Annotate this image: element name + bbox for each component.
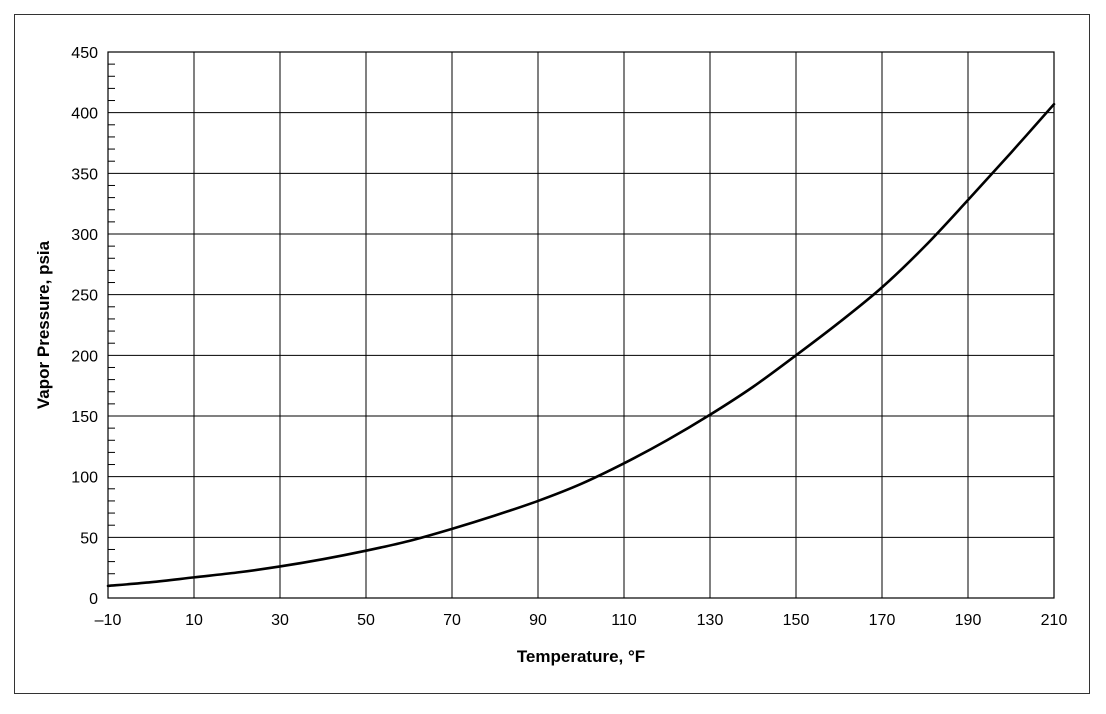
x-tick-label: 170 — [869, 612, 896, 629]
x-tick-labels: –10 10 30 50 70 90 110 130 150 170 190 210 — [95, 612, 1068, 629]
y-tick-label: 200 — [71, 348, 98, 365]
x-tick-label: 130 — [697, 612, 724, 629]
grid — [107, 51, 1055, 599]
x-tick-label: 150 — [783, 612, 810, 629]
x-tick-label: 110 — [611, 612, 637, 629]
y-tick-label: 100 — [71, 470, 98, 487]
y-tick-label: 250 — [71, 288, 98, 305]
series-layer — [106, 102, 1056, 588]
y-axis-title: Vapor Pressure, psia — [34, 240, 53, 409]
x-axis-title: Temperature, °F — [517, 647, 645, 666]
y-tick-label: 400 — [71, 106, 98, 123]
x-tick-label: 90 — [529, 612, 547, 629]
y-tick-label: 300 — [71, 227, 98, 244]
y-tick-label: 0 — [89, 591, 98, 608]
x-tick-label: 210 — [1041, 612, 1068, 629]
chart-frame — [14, 14, 1090, 694]
x-tick-label: 30 — [271, 612, 289, 629]
y-tick-label: 350 — [71, 166, 98, 183]
x-tick-label: 70 — [443, 612, 461, 629]
x-tick-label: 190 — [955, 612, 982, 629]
y-tick-label: 150 — [71, 409, 98, 426]
y-tick-labels: 0 50 100 150 200 250 300 350 400 450 — [71, 45, 98, 608]
y-tick-label: 50 — [80, 530, 98, 547]
y-minor-ticks — [108, 63, 115, 587]
x-tick-label: 10 — [185, 612, 203, 629]
x-tick-label: –10 — [95, 612, 122, 629]
plot-area-border — [107, 51, 1055, 599]
y-tick-label: 450 — [71, 45, 98, 62]
series-line-0 — [106, 102, 1056, 588]
x-tick-label: 50 — [357, 612, 375, 629]
